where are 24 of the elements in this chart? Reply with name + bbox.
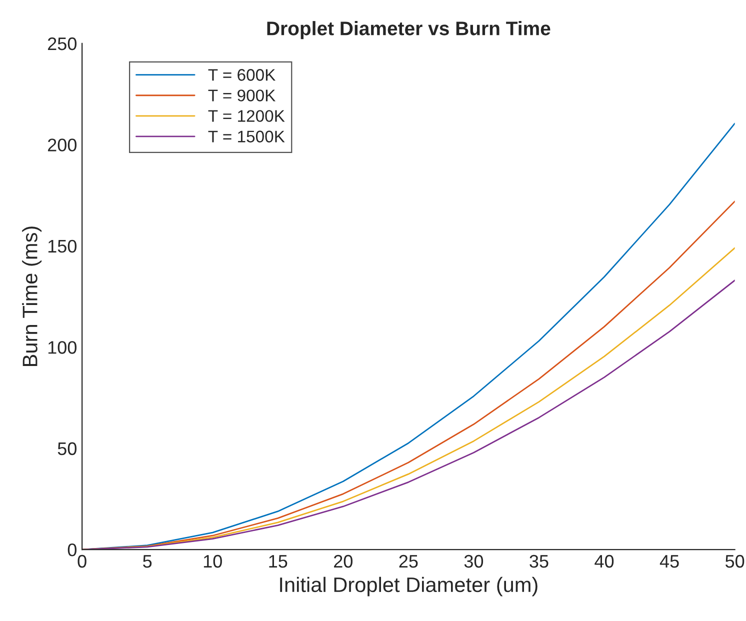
x-tick-label: 45 bbox=[660, 555, 679, 568]
y-tick-label: 0 bbox=[68, 544, 76, 556]
chart-title: Droplet Diameter vs Burn Time bbox=[267, 21, 550, 40]
y-tick-label: 200 bbox=[48, 138, 76, 152]
x-tick-label: 25 bbox=[399, 554, 418, 568]
legend-label: T = 900K bbox=[208, 90, 276, 102]
x-tick-label: 15 bbox=[269, 555, 288, 568]
legend-label: T = 1200K bbox=[208, 110, 285, 122]
x-tick-label: 5 bbox=[143, 555, 152, 568]
x-tick-label: 30 bbox=[464, 554, 484, 568]
y-axis-title: Burn Time (ms) bbox=[22, 226, 42, 366]
legend-label: T = 600K bbox=[208, 69, 276, 81]
y-tick-label: 150 bbox=[48, 240, 76, 253]
y-tick-label: 250 bbox=[48, 37, 76, 50]
y-tick-label: 50 bbox=[58, 442, 76, 456]
x-tick-label: 10 bbox=[204, 554, 222, 568]
x-tick-label: 50 bbox=[725, 554, 744, 568]
legend-label: T = 1500K bbox=[208, 130, 285, 142]
x-tick-label: 35 bbox=[530, 554, 548, 568]
x-tick-label: 40 bbox=[594, 554, 614, 568]
x-axis-title: Initial Droplet Diameter (um) bbox=[280, 576, 538, 596]
x-tick-label: 0 bbox=[78, 554, 86, 568]
y-tick-label: 100 bbox=[48, 341, 76, 354]
x-tick-label: 20 bbox=[334, 554, 352, 568]
